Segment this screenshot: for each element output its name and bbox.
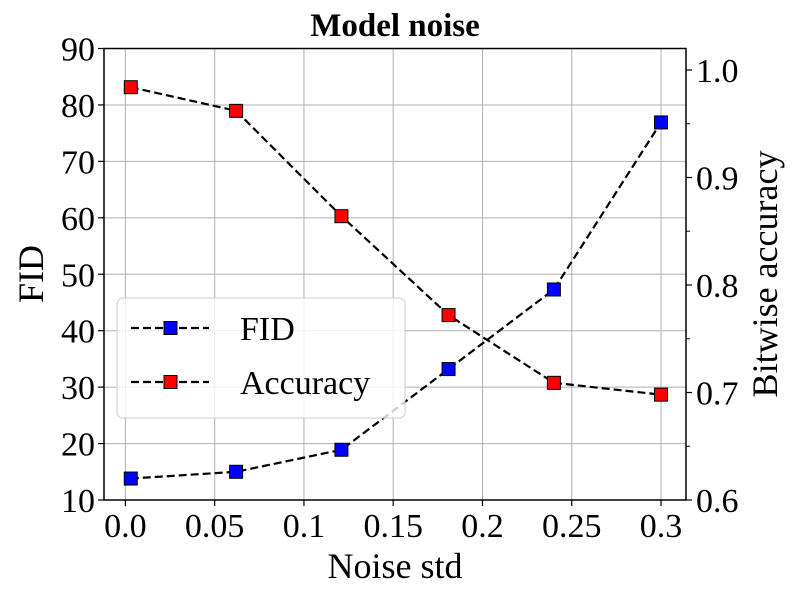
- y-tick-label: 80: [61, 88, 95, 125]
- legend: FID Accuracy: [116, 297, 406, 419]
- legend-label: FID: [240, 311, 295, 348]
- data-point-fid: [441, 362, 456, 377]
- x-tick-label: 0.25: [542, 508, 602, 545]
- chart-title: Model noise: [310, 8, 480, 44]
- x-tick-label: 0.0: [104, 508, 147, 545]
- data-point-fid: [546, 282, 561, 297]
- data-point-fid: [123, 471, 138, 486]
- data-point-fid: [654, 115, 669, 130]
- data-point-accuracy: [123, 80, 138, 95]
- y-tick-label: 90: [61, 32, 95, 69]
- y-tick-label: 60: [61, 201, 95, 238]
- ticks: 0.0 0.05 0.1 0.15 0.2 0.25 0.3 10 20 30 40 50 60 70 80…: [61, 32, 739, 546]
- grid: [104, 48, 686, 501]
- legend-box: [116, 297, 406, 419]
- data-point-fid: [334, 442, 349, 457]
- y-right-tick-label: 0.7: [696, 376, 739, 413]
- x-tick-label: 0.1: [283, 508, 326, 545]
- data-point-accuracy: [441, 308, 456, 323]
- y-right-tick-label: 0.9: [696, 161, 739, 198]
- data-point-fid: [229, 464, 244, 479]
- x-tick-label: 0.05: [185, 508, 245, 545]
- x-tick-label: 0.15: [363, 508, 423, 545]
- legend-marker: [163, 375, 178, 389]
- data-point-accuracy: [334, 209, 349, 224]
- y-tick-label: 70: [61, 144, 95, 181]
- y-tick-label: 50: [61, 257, 95, 294]
- data-point-accuracy: [654, 387, 669, 402]
- x-axis-label: Noise std: [328, 546, 463, 586]
- y-right-tick-label: 1.0: [696, 53, 739, 90]
- x-tick-label: 0.2: [461, 508, 504, 545]
- x-tick-label: 0.3: [640, 508, 683, 545]
- data-point-accuracy: [229, 103, 244, 118]
- series-layer: [123, 80, 669, 486]
- y-right-tick-label: 0.8: [696, 268, 739, 305]
- series-line-accuracy: [130, 86, 662, 396]
- y-tick-label: 30: [61, 370, 95, 407]
- data-point-accuracy: [546, 375, 561, 390]
- legend-marker: [163, 321, 178, 335]
- y-axis-right-label: Bitwise accuracy: [745, 151, 785, 398]
- legend-label: Accuracy: [240, 365, 370, 402]
- y-tick-label: 40: [61, 314, 95, 351]
- y-axis-label: FID: [11, 245, 51, 303]
- y-right-tick-label: 0.6: [696, 483, 739, 520]
- y-tick-label: 20: [61, 427, 95, 464]
- y-tick-label: 10: [61, 483, 95, 520]
